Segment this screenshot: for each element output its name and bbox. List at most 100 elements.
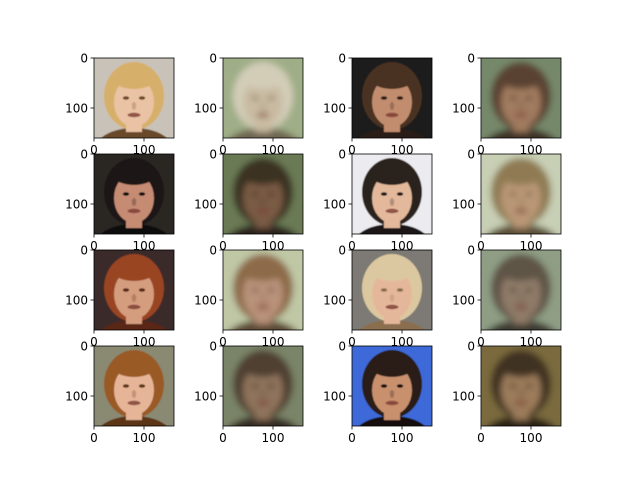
y-tick-label: 100: [194, 294, 217, 308]
x-tick-label: 100: [520, 143, 543, 157]
face-photo: [352, 346, 432, 426]
x-tick-label: 100: [391, 335, 414, 349]
y-tick-label: 100: [452, 198, 475, 212]
axes-frame: [480, 57, 562, 139]
image-panel-r4-c4: 0 100 0 100: [452, 340, 562, 445]
y-tick-label: 0: [80, 148, 88, 162]
x-tick-label: 100: [262, 143, 285, 157]
x-tick-label: 100: [133, 239, 156, 253]
x-tick-label: 100: [133, 431, 156, 445]
y-tick-label: 100: [323, 294, 346, 308]
face-photo: [352, 58, 432, 138]
axes-frame: [93, 345, 175, 427]
y-tick-label: 0: [209, 340, 217, 354]
y-tick-label: 0: [209, 244, 217, 258]
y-tick-label: 0: [467, 148, 475, 162]
x-tick-label: 100: [520, 335, 543, 349]
image-panel-r1-c3: 0 100 0 100: [323, 52, 433, 157]
face-reconstruction: [481, 346, 561, 426]
y-tick-label: 0: [467, 340, 475, 354]
face-photo: [94, 346, 174, 426]
axes-frame: [222, 153, 304, 235]
x-tick-label: 100: [391, 143, 414, 157]
x-tick-label: 0: [477, 335, 485, 349]
y-tick-label: 100: [65, 102, 88, 116]
x-tick-label: 0: [477, 143, 485, 157]
axes-frame: [351, 153, 433, 235]
x-tick-label: 0: [90, 335, 98, 349]
image-panel-r3-c3: 0 100 0 100: [323, 244, 433, 349]
y-tick-label: 100: [323, 102, 346, 116]
y-tick-label: 0: [338, 244, 346, 258]
face-reconstruction: [223, 346, 303, 426]
x-tick-label: 0: [219, 143, 227, 157]
x-tick-label: 100: [262, 239, 285, 253]
axes-frame: [480, 249, 562, 331]
x-tick-label: 0: [348, 335, 356, 349]
x-tick-label: 0: [90, 239, 98, 253]
image-panel-r2-c3: 0 100 0 100: [323, 148, 433, 253]
face-photo: [352, 154, 432, 234]
image-panel-r1-c1: 0 100 0 100: [65, 52, 175, 157]
image-panel-r2-c2: 0 100 0 100: [194, 148, 304, 253]
y-tick-label: 100: [452, 102, 475, 116]
axes-frame: [222, 57, 304, 139]
x-tick-label: 0: [90, 431, 98, 445]
axes-frame: [93, 249, 175, 331]
x-tick-label: 100: [133, 335, 156, 349]
axes-frame: [222, 345, 304, 427]
y-tick-label: 100: [452, 390, 475, 404]
face-photo: [94, 58, 174, 138]
axes-frame: [351, 345, 433, 427]
x-tick-label: 0: [219, 431, 227, 445]
y-tick-label: 100: [65, 294, 88, 308]
image-panel-r4-c1: 0 100 0 100: [65, 340, 175, 445]
axes-frame: [351, 249, 433, 331]
y-tick-label: 0: [209, 148, 217, 162]
x-tick-label: 100: [391, 431, 414, 445]
x-tick-label: 100: [391, 239, 414, 253]
x-tick-label: 0: [219, 239, 227, 253]
image-panel-r1-c4: 0 100 0 100: [452, 52, 562, 157]
y-tick-label: 100: [65, 198, 88, 212]
image-panel-r3-c4: 0 100 0 100: [452, 244, 562, 349]
y-tick-label: 0: [338, 52, 346, 66]
y-tick-label: 100: [323, 198, 346, 212]
x-tick-label: 100: [520, 431, 543, 445]
axes-frame: [351, 57, 433, 139]
x-tick-label: 0: [348, 143, 356, 157]
axes-frame: [93, 57, 175, 139]
y-tick-label: 0: [338, 148, 346, 162]
x-tick-label: 0: [219, 335, 227, 349]
x-tick-label: 0: [90, 143, 98, 157]
y-tick-label: 0: [467, 52, 475, 66]
image-panel-r3-c1: 0 100 0 100: [65, 244, 175, 349]
y-tick-label: 0: [467, 244, 475, 258]
face-photo: [94, 154, 174, 234]
y-tick-label: 0: [80, 340, 88, 354]
y-tick-label: 0: [80, 244, 88, 258]
x-tick-label: 100: [133, 143, 156, 157]
image-grid: 0 100 0 100 0 100 0 100 0 100 0 100 0 100 0 100 0 100 0 100…: [65, 52, 562, 445]
y-tick-label: 0: [338, 340, 346, 354]
face-photo: [94, 250, 174, 330]
x-tick-label: 0: [348, 431, 356, 445]
image-panel-r1-c2: 0 100 0 100: [194, 52, 304, 157]
y-tick-label: 100: [194, 102, 217, 116]
x-tick-label: 0: [477, 239, 485, 253]
y-tick-label: 100: [65, 390, 88, 404]
y-tick-label: 0: [209, 52, 217, 66]
y-tick-label: 0: [80, 52, 88, 66]
image-panel-r2-c4: 0 100 0 100: [452, 148, 562, 253]
face-reconstruction: [481, 250, 561, 330]
y-tick-label: 100: [194, 390, 217, 404]
y-tick-label: 100: [323, 390, 346, 404]
face-reconstruction: [223, 250, 303, 330]
image-panel-r3-c2: 0 100 0 100: [194, 244, 304, 349]
x-tick-label: 0: [348, 239, 356, 253]
x-tick-label: 100: [262, 335, 285, 349]
face-photo: [352, 250, 432, 330]
x-tick-label: 0: [477, 431, 485, 445]
y-tick-label: 100: [194, 198, 217, 212]
face-reconstruction: [481, 58, 561, 138]
